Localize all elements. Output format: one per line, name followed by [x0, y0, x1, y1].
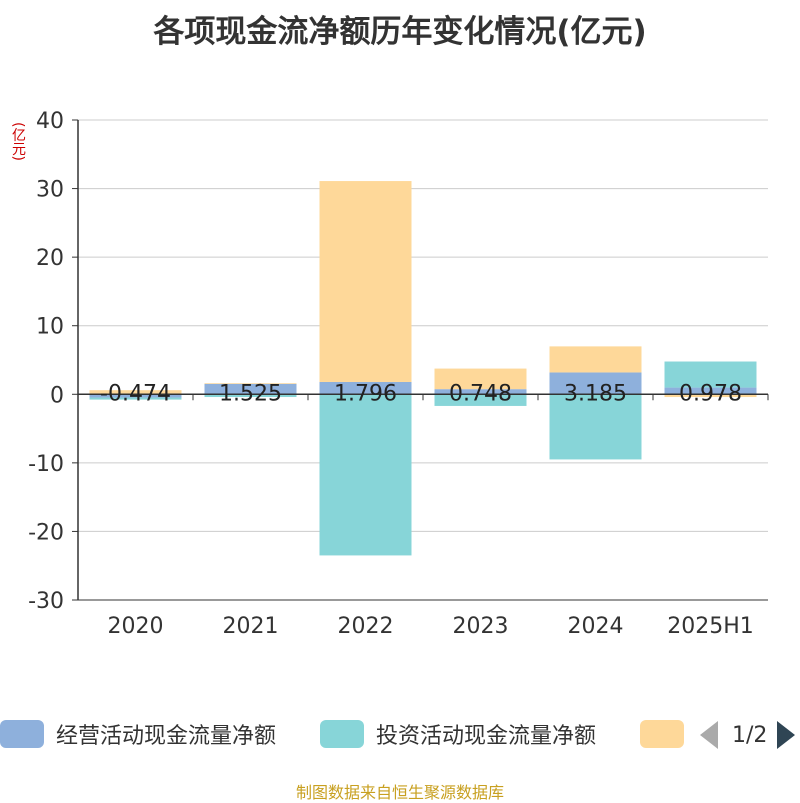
- bar-chart: 40 30 20 10 0 -10 -20 -30 2020 2021 2022 2023 2024 20…: [28, 109, 769, 639]
- bar-investing: [89, 397, 182, 400]
- legend-label-operating: 经营活动现金流量净额: [56, 724, 277, 749]
- x-tick-label: 2023: [453, 614, 509, 639]
- bar-investing: [549, 394, 642, 460]
- bar-operating: [319, 381, 412, 395]
- x-tick-label: 2022: [338, 614, 394, 639]
- bars: [89, 181, 757, 556]
- legend-page-indicator: 1/2: [732, 722, 768, 748]
- data-label: -0.474: [100, 381, 171, 406]
- bar-operating: [549, 372, 642, 395]
- legend-swatch-operating: [0, 720, 44, 748]
- legend-swatch-investing: [320, 720, 364, 748]
- legend-item-financing[interactable]: [640, 714, 684, 754]
- legend-item-investing[interactable]: 投资活动现金流量净额: [320, 714, 596, 754]
- axes: 40 30 20 10 0 -10 -20 -30 2020 2021 2022 2023 2024 20…: [28, 109, 769, 639]
- bar-operating: [664, 387, 757, 395]
- legend-swatch-financing: [640, 720, 684, 748]
- y-tick-label: 0: [50, 383, 64, 408]
- x-tick-label: 2020: [108, 614, 164, 639]
- x-tick-label: 2025H1: [667, 614, 754, 639]
- y-tick-label: 40: [36, 109, 64, 134]
- bar-investing: [434, 394, 527, 406]
- grid-lines: [78, 119, 768, 601]
- bar-financing: [549, 346, 642, 373]
- y-tick-label: 10: [36, 315, 64, 340]
- legend-pager: 1/2: [700, 720, 796, 750]
- x-tick-label: 2024: [568, 614, 624, 639]
- data-label: 3.185: [564, 381, 627, 406]
- legend-next-page-icon[interactable]: [777, 721, 796, 749]
- y-tick-label: -10: [28, 452, 64, 477]
- y-tick-label: 20: [36, 246, 64, 271]
- legend: 经营活动现金流量净额 投资活动现金流量净额 1/2: [0, 714, 800, 754]
- data-labels: -0.474 1.525 1.796 0.748 3.185 0.978: [100, 381, 742, 406]
- data-label: 1.525: [219, 381, 282, 406]
- bar-financing: [204, 383, 297, 384]
- bar-investing: [204, 394, 297, 398]
- bar-operating: [89, 394, 182, 398]
- bar-financing: [89, 390, 182, 395]
- bar-investing: [319, 394, 412, 556]
- x-tick-label: 2021: [223, 614, 279, 639]
- legend-label-investing: 投资活动现金流量净额: [376, 724, 597, 749]
- y-tick-label: -30: [28, 589, 64, 614]
- bar-financing: [664, 394, 757, 398]
- bar-operating: [434, 389, 527, 395]
- chart-title: 各项现金流净额历年变化情况(亿元): [153, 14, 647, 50]
- y-tick-label: -20: [28, 520, 64, 545]
- data-source-note: 制图数据来自恒生聚源数据库: [295, 783, 504, 802]
- legend-prev-page-icon[interactable]: [700, 721, 718, 749]
- y-tick-label: 30: [36, 178, 64, 203]
- legend-item-operating[interactable]: 经营活动现金流量净额: [0, 714, 276, 754]
- bar-operating: [204, 383, 297, 395]
- y-axis-unit-label: (亿元): [10, 122, 26, 161]
- data-label: 1.796: [334, 381, 397, 406]
- data-label: 0.978: [679, 381, 742, 406]
- bar-investing: [664, 361, 757, 388]
- bar-financing: [434, 368, 527, 390]
- data-label: 0.748: [449, 381, 512, 406]
- bar-financing: [319, 181, 412, 382]
